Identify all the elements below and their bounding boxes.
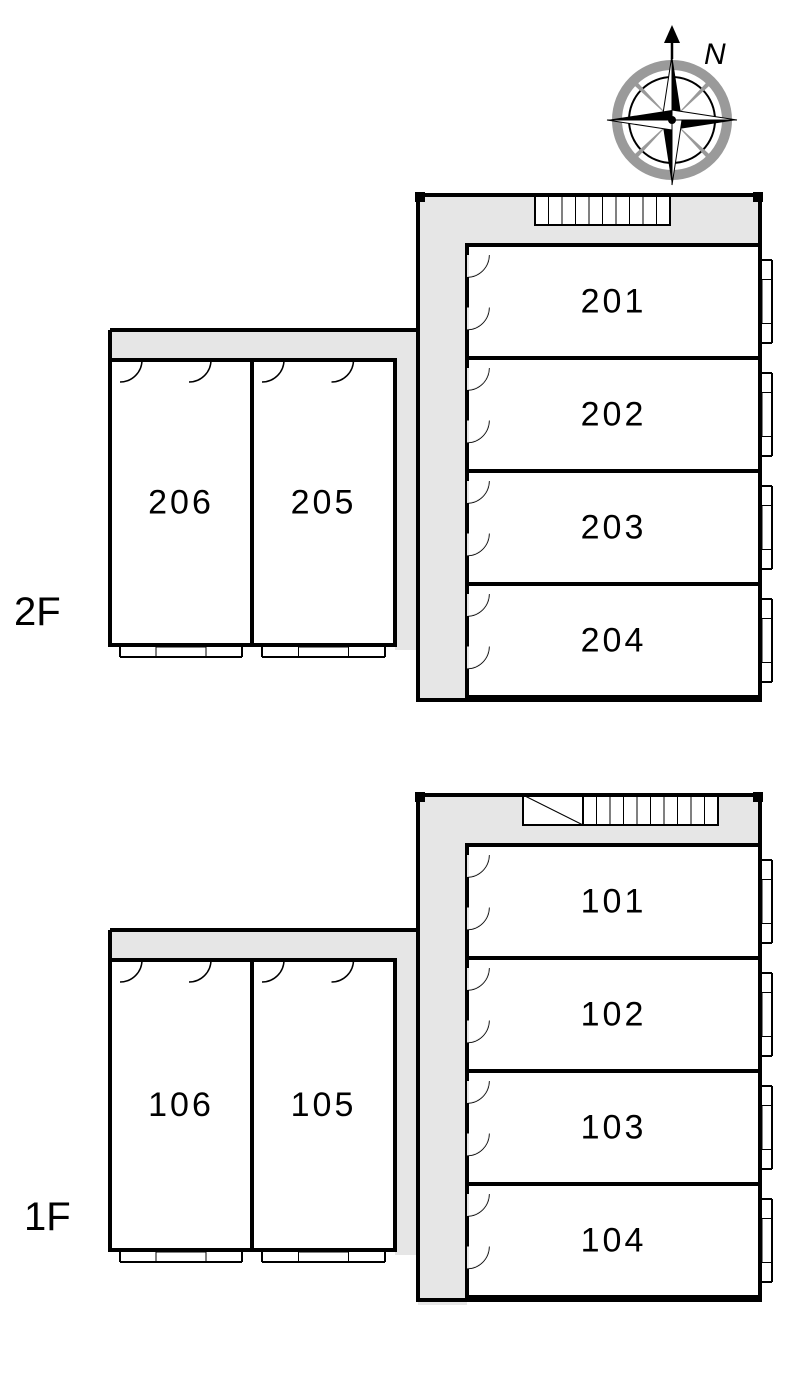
unit-label-201: 201 bbox=[581, 283, 647, 321]
compass-north-label: N bbox=[704, 38, 726, 72]
unit-label-105: 105 bbox=[291, 1086, 357, 1124]
floor-label-1f: 1F bbox=[24, 1195, 71, 1240]
unit-label-205: 205 bbox=[291, 484, 357, 522]
floor-1F: 101 102 103 104 106 105 bbox=[110, 792, 772, 1305]
unit-label-203: 203 bbox=[581, 509, 647, 547]
stairs-2F bbox=[535, 195, 670, 225]
floor-plan-svg: 201 202 203 204 206 205 101 102 103 104 106 105 bbox=[0, 0, 800, 1381]
unit-label-106: 106 bbox=[148, 1086, 214, 1124]
floor-2F: 201 202 203 204 206 205 bbox=[110, 192, 772, 700]
stairs-1F bbox=[523, 795, 718, 825]
unit-label-101: 101 bbox=[581, 883, 647, 921]
unit-label-204: 204 bbox=[581, 622, 647, 660]
unit-label-202: 202 bbox=[581, 396, 647, 434]
floor-plan-stage: 201 202 203 204 206 205 101 102 103 104 106 105 N 2… bbox=[0, 0, 800, 1381]
unit-label-102: 102 bbox=[581, 996, 647, 1034]
unit-label-206: 206 bbox=[148, 484, 214, 522]
floor-label-2f: 2F bbox=[14, 590, 61, 635]
unit-label-103: 103 bbox=[581, 1109, 647, 1147]
unit-label-104: 104 bbox=[581, 1222, 647, 1260]
